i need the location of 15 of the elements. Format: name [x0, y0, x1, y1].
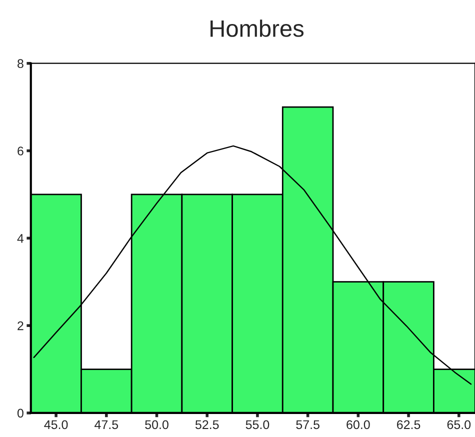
chart-title: Hombres	[210, 20, 304, 37]
y-tick-label: 4	[17, 234, 24, 243]
x-tick-label: 47.5	[94, 420, 118, 430]
x-tick-label: 65.0	[447, 420, 471, 430]
y-tick-label: 0	[17, 408, 24, 418]
y-tick-label: 8	[18, 59, 24, 68]
x-tick-label: 57.5	[296, 420, 320, 430]
y-tick-label: 2	[18, 321, 24, 330]
x-tick-label: 60.0	[346, 420, 370, 430]
x-tick-label: 52.5	[195, 420, 219, 430]
x-tick-label: 50.0	[145, 420, 168, 430]
x-tick-label: 45.0	[44, 420, 68, 430]
x-tick-label: 55.0	[246, 420, 270, 430]
x-tick-label: 62.5	[397, 420, 420, 430]
y-tick-label: 6	[18, 146, 24, 156]
